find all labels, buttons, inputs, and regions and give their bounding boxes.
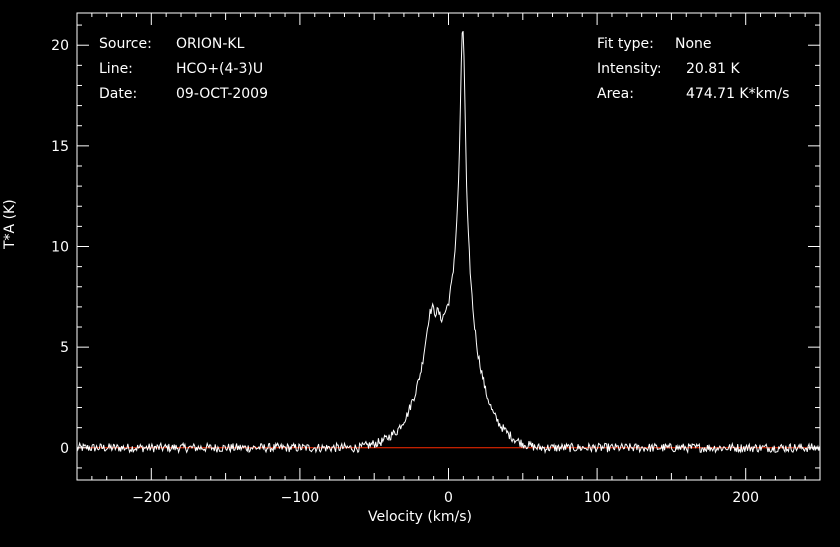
line-label: Line: <box>99 61 133 77</box>
source-value: ORION-KL <box>176 36 245 52</box>
fit-type-value: None <box>675 36 712 52</box>
y-tick-label: 15 <box>51 139 69 155</box>
intensity-label: Intensity: <box>597 61 662 77</box>
x-tick-label: 100 <box>584 490 611 506</box>
y-tick-label: 0 <box>60 441 69 457</box>
x-tick-label: 200 <box>732 490 759 506</box>
x-tick-label: 0 <box>444 490 453 506</box>
date-value: 09-OCT-2009 <box>176 86 268 102</box>
line-value: HCO+(4-3)U <box>176 61 264 77</box>
y-tick-label: 5 <box>60 340 69 356</box>
y-tick-label: 10 <box>51 240 69 256</box>
ticks: −200 −100 0 100 200 0 5 10 15 20 <box>51 13 821 506</box>
x-tick-label: −200 <box>132 490 170 506</box>
y-axis-label: T*A (K) <box>2 199 18 249</box>
source-label: Source: <box>99 36 152 52</box>
spectrum-line <box>76 30 821 455</box>
axes <box>76 12 821 481</box>
y-tick-label: 20 <box>51 38 69 54</box>
plot-frame <box>76 12 821 481</box>
fit-type-label: Fit type: <box>597 36 654 52</box>
x-tick-label: −100 <box>281 490 319 506</box>
intensity-value: 20.81 K <box>686 61 740 77</box>
area-label: Area: <box>597 86 634 102</box>
area-value: 474.71 K*km/s <box>686 86 790 102</box>
date-label: Date: <box>99 86 138 102</box>
x-axis-label: Velocity (km/s) <box>367 509 473 525</box>
